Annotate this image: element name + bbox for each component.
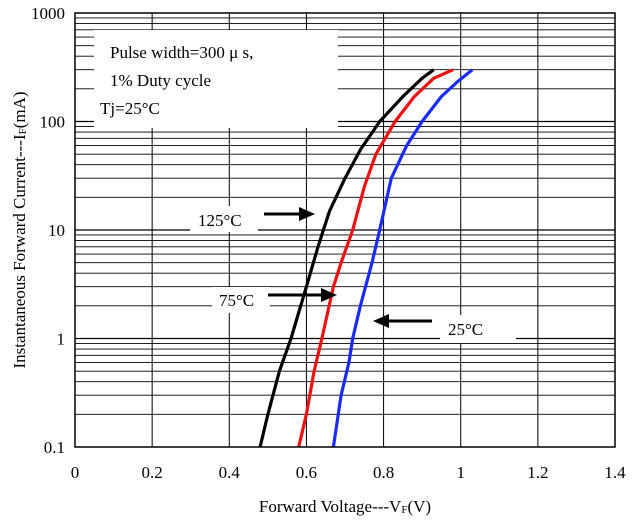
- label-75c: 75°C: [212, 287, 270, 313]
- curves: [258, 68, 474, 448]
- x-tick-label: 0.4: [219, 463, 241, 482]
- series-line-75c: [297, 68, 454, 448]
- x-tick-label: 1: [456, 463, 465, 482]
- label-25c: 25°C: [440, 315, 516, 343]
- x-tick-label: 0.2: [142, 463, 163, 482]
- info-line-pulse: Pulse width=300 μ s,: [110, 43, 253, 62]
- x-tick-label: 0.8: [373, 463, 394, 482]
- x-tick-label: 0.6: [296, 463, 317, 482]
- series-line-25c: [331, 68, 474, 448]
- x-tick-label: 0: [71, 463, 80, 482]
- y-tick-label: 1: [57, 330, 66, 349]
- plot-frame: [74, 12, 616, 448]
- y-tick-label: 100: [40, 113, 66, 132]
- y-tick-labels: 0.1 1 10 100 1000: [31, 4, 65, 457]
- x-axis-title: Forward Voltage---VF(V): [259, 497, 431, 516]
- x-tick-label: 1.4: [604, 463, 626, 482]
- x-tick-label: 1.2: [527, 463, 548, 482]
- label-25c-text: 25°C: [448, 320, 483, 339]
- grid: [75, 13, 615, 447]
- label-125c: 125°C: [190, 206, 258, 232]
- info-box: Pulse width=300 μ s, 1% Duty cycle Tj=25…: [94, 30, 338, 128]
- arrow-25c-head: [373, 314, 389, 328]
- label-75c-text: 75°C: [219, 291, 254, 310]
- y-axis-title: Instantaneous Forward Current---IF(mA): [10, 91, 29, 368]
- annotation-arrows: [264, 207, 432, 328]
- label-125c-text: 125°C: [198, 211, 242, 230]
- y-tick-label: 0.1: [44, 438, 65, 457]
- arrow-75c-head: [321, 288, 337, 302]
- arrow-125c-head: [299, 207, 315, 221]
- series-line-125c: [258, 68, 435, 448]
- x-tick-labels: 0 0.2 0.4 0.6 0.8 1 1.2 1.4: [71, 463, 626, 482]
- y-tick-label: 10: [48, 221, 65, 240]
- info-line-duty: 1% Duty cycle: [110, 71, 211, 90]
- info-line-tj: Tj=25°C: [100, 99, 160, 118]
- y-tick-label: 1000: [31, 4, 65, 23]
